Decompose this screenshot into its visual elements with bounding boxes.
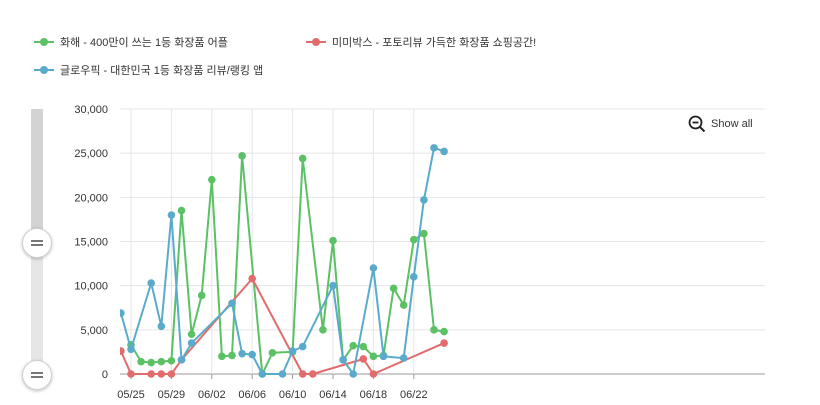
drag-handle-icon: [31, 372, 43, 374]
data-point[interactable]: [258, 370, 267, 378]
data-point[interactable]: [440, 327, 448, 336]
y-tick-label: 25,000: [74, 148, 108, 160]
x-tick-label: 06/18: [360, 389, 388, 401]
data-point[interactable]: [248, 274, 256, 283]
legend-item-hwahae[interactable]: 화해 - 400만이 쓰는 1등 화장품 어플: [34, 32, 228, 52]
data-point[interactable]: [288, 347, 297, 355]
series-lines: [117, 144, 448, 378]
data-point[interactable]: [147, 279, 155, 287]
data-point[interactable]: [369, 370, 378, 378]
legend-item-memebox[interactable]: 미미박스 - 포토리뷰 가득한 화장품 쇼핑공간!: [306, 32, 536, 52]
x-tick-label: 05/29: [158, 389, 186, 401]
data-point[interactable]: [359, 342, 368, 351]
x-tick-label: 06/06: [238, 389, 266, 401]
data-point[interactable]: [238, 349, 246, 358]
data-point[interactable]: [379, 352, 388, 361]
show-all-label: Show all: [711, 118, 753, 130]
legend-label: 미미박스 - 포토리뷰 가득한 화장품 쇼핑공간!: [332, 37, 537, 49]
data-point[interactable]: [157, 370, 166, 378]
y-tick-label: 30,000: [74, 104, 108, 116]
legend: 화해 - 400만이 쓰는 1등 화장품 어플 미미박스 - 포토리뷰 가득한 …: [0, 0, 820, 90]
data-point[interactable]: [167, 370, 176, 378]
zoom-out-icon: [688, 115, 706, 133]
data-point[interactable]: [298, 342, 307, 351]
series-group: [117, 144, 448, 378]
legend-label: 글로우픽 - 대한민국 1등 화장품 리뷰/랭킹 앱: [60, 65, 264, 77]
data-point[interactable]: [167, 211, 176, 219]
data-point[interactable]: [309, 370, 317, 378]
data-point[interactable]: [127, 345, 135, 354]
zoom-slider-range[interactable]: [31, 109, 43, 241]
zoom-slider-bottom-handle[interactable]: [22, 360, 52, 390]
data-point[interactable]: [228, 299, 236, 308]
series-line: [130, 154, 445, 375]
data-point[interactable]: [329, 236, 337, 245]
data-point[interactable]: [137, 357, 145, 366]
data-point[interactable]: [228, 351, 236, 360]
data-point[interactable]: [440, 147, 448, 156]
data-point[interactable]: [339, 356, 347, 364]
data-point[interactable]: [177, 356, 186, 364]
data-point[interactable]: [157, 357, 166, 366]
data-point[interactable]: [197, 291, 206, 300]
data-point[interactable]: [430, 144, 438, 152]
data-point[interactable]: [329, 281, 337, 290]
x-tick-label: 06/14: [319, 389, 347, 401]
data-point[interactable]: [167, 356, 176, 365]
y-tick-label: 5,000: [80, 325, 108, 337]
data-point[interactable]: [420, 196, 428, 204]
data-point[interactable]: [369, 352, 378, 361]
y-tick-label: 10,000: [74, 281, 108, 293]
data-point[interactable]: [187, 330, 196, 339]
x-tick-label: 05/25: [117, 389, 145, 401]
data-point[interactable]: [319, 326, 327, 334]
data-point[interactable]: [177, 206, 186, 215]
data-point[interactable]: [147, 370, 155, 378]
legend-marker-icon: [34, 66, 54, 74]
axes: 0 5,000 10,000 15,000 20,000 25,000 30,000 05/2…: [74, 104, 427, 401]
show-all-button[interactable]: Show all: [688, 115, 753, 133]
data-point[interactable]: [157, 322, 166, 331]
data-point[interactable]: [208, 175, 216, 184]
drag-handle-icon: [31, 240, 43, 242]
y-tick-label: 15,000: [74, 237, 108, 249]
data-point[interactable]: [117, 309, 125, 317]
x-tick-label: 06/02: [198, 389, 226, 401]
series-line: [120, 146, 445, 375]
data-point[interactable]: [410, 235, 418, 244]
data-point[interactable]: [420, 229, 428, 238]
legend-item-glowpick[interactable]: 글로우픽 - 대한민국 1등 화장품 리뷰/랭킹 앱: [34, 60, 263, 80]
legend-marker-icon: [34, 38, 54, 46]
data-point[interactable]: [238, 152, 246, 160]
series-group: [117, 274, 448, 378]
data-point[interactable]: [359, 355, 368, 363]
data-point[interactable]: [430, 326, 438, 334]
data-point[interactable]: [389, 284, 398, 293]
data-point[interactable]: [218, 352, 226, 361]
data-point[interactable]: [268, 349, 277, 357]
data-point[interactable]: [187, 339, 196, 347]
data-point[interactable]: [117, 347, 125, 355]
data-point[interactable]: [349, 370, 358, 378]
data-point[interactable]: [349, 341, 358, 350]
y-tick-label: 20,000: [74, 192, 108, 204]
legend-label: 화해 - 400만이 쓰는 1등 화장품 어플: [60, 37, 228, 49]
data-point[interactable]: [440, 339, 448, 347]
legend-marker-icon: [306, 38, 326, 46]
data-point[interactable]: [127, 370, 135, 378]
data-point[interactable]: [399, 354, 408, 362]
data-point[interactable]: [369, 264, 378, 272]
data-point[interactable]: [298, 154, 307, 163]
data-point[interactable]: [298, 370, 307, 378]
x-tick-label: 06/22: [400, 389, 428, 401]
x-tick-label: 06/10: [279, 389, 307, 401]
zoom-slider-top-handle[interactable]: [22, 228, 52, 258]
data-point[interactable]: [147, 358, 155, 367]
y-tick-label: 0: [102, 369, 108, 381]
data-point[interactable]: [399, 301, 408, 309]
data-point[interactable]: [278, 370, 287, 378]
data-point[interactable]: [410, 273, 418, 281]
data-point[interactable]: [248, 350, 256, 359]
